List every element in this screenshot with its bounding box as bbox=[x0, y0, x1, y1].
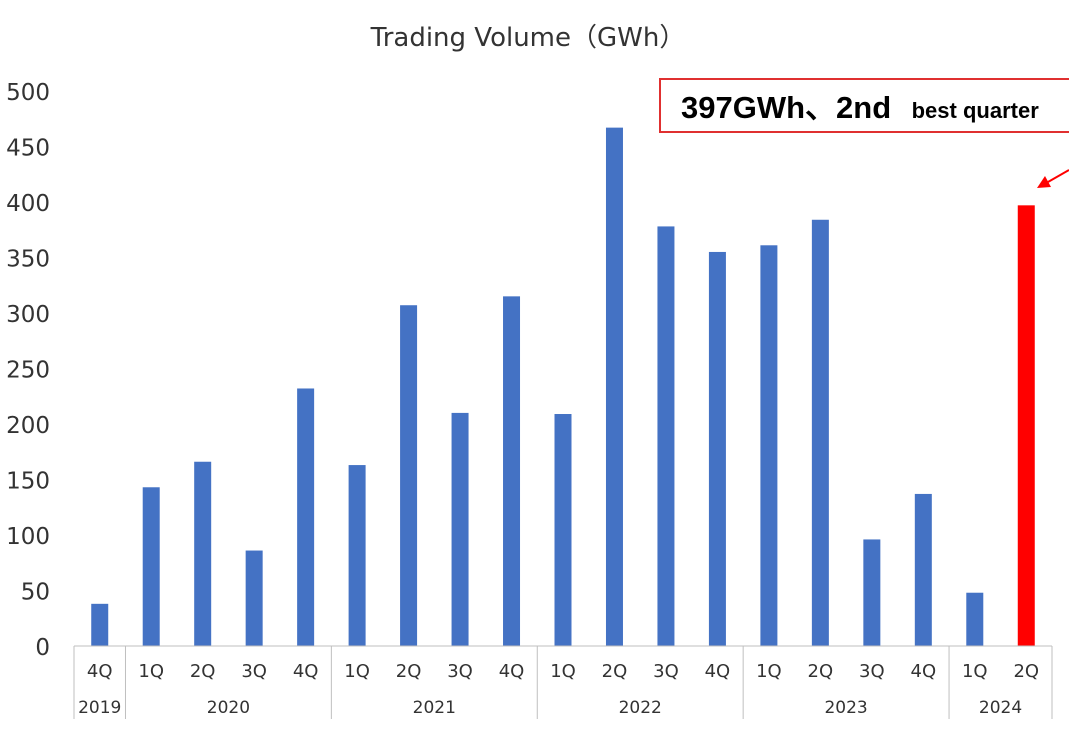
bar bbox=[863, 539, 881, 646]
bar bbox=[605, 127, 623, 646]
bar bbox=[914, 493, 932, 646]
bar bbox=[451, 412, 469, 646]
annotation-arrow-line bbox=[1047, 169, 1069, 183]
annotation-box bbox=[659, 78, 1069, 133]
bar bbox=[554, 414, 572, 646]
x-tick-label: 4Q bbox=[705, 661, 731, 682]
bar bbox=[194, 461, 212, 646]
bar bbox=[348, 465, 366, 646]
x-group-label: 2022 bbox=[619, 698, 662, 718]
bar bbox=[708, 251, 726, 646]
x-group-label: 2024 bbox=[979, 698, 1022, 718]
x-tick-label: 3Q bbox=[653, 661, 679, 682]
annotation-callout: 397GWh、2nd best quarter bbox=[659, 78, 1069, 188]
x-tick-label: 4Q bbox=[911, 661, 937, 682]
x-group-label: 2023 bbox=[824, 698, 867, 718]
x-tick-label: 1Q bbox=[550, 661, 576, 682]
y-tick-label: 100 bbox=[6, 524, 50, 550]
x-tick-label: 1Q bbox=[344, 661, 370, 682]
x-tick-label: 4Q bbox=[293, 661, 319, 682]
x-tick-label: 2Q bbox=[396, 661, 422, 682]
x-tick-label: 1Q bbox=[138, 661, 164, 682]
y-tick-label: 400 bbox=[6, 191, 50, 217]
annotation-small: best quarter bbox=[912, 98, 1040, 123]
x-tick-label: 2Q bbox=[190, 661, 216, 682]
x-tick-label: 2Q bbox=[808, 661, 834, 682]
x-group-label: 2021 bbox=[413, 698, 456, 718]
y-tick-label: 500 bbox=[6, 80, 50, 106]
x-tick-label: 4Q bbox=[499, 661, 525, 682]
annotation-arrow-head bbox=[1037, 176, 1051, 188]
x-group-label: 2019 bbox=[78, 698, 121, 718]
y-tick-label: 350 bbox=[6, 247, 50, 273]
bars bbox=[91, 127, 1035, 647]
y-tick-label: 0 bbox=[35, 635, 50, 661]
x-tick-label: 2Q bbox=[602, 661, 628, 682]
x-group-label: 2020 bbox=[207, 698, 250, 718]
x-tick-label: 1Q bbox=[962, 661, 988, 682]
y-tick-label: 200 bbox=[6, 413, 50, 439]
bar bbox=[966, 592, 984, 646]
annotation-main-text: 397GWh、2nd best quarter bbox=[681, 90, 1039, 125]
x-tick-label: 1Q bbox=[756, 661, 782, 682]
x-tick-label: 3Q bbox=[241, 661, 267, 682]
bar bbox=[1017, 205, 1035, 646]
bar bbox=[245, 550, 263, 646]
y-axis-tick-labels: 0 50 100 150 200 250 300 350 400 450 500 bbox=[6, 80, 50, 661]
x-tick-label: 3Q bbox=[859, 661, 885, 682]
y-tick-label: 450 bbox=[6, 136, 50, 162]
bar bbox=[400, 305, 418, 646]
x-axis: 4Q 1Q 2Q 3Q 4Q 1Q 2Q 3Q 4Q 1Q 2Q 3Q 4Q 1Q 2Q 3Q 4Q 1Q 2Q 20… bbox=[73, 645, 1053, 719]
bar bbox=[503, 296, 521, 646]
bar bbox=[657, 226, 675, 647]
bar bbox=[811, 219, 829, 646]
bar bbox=[297, 388, 315, 646]
bar bbox=[760, 245, 778, 647]
y-tick-label: 50 bbox=[21, 580, 50, 606]
y-tick-label: 300 bbox=[6, 302, 50, 328]
bar bbox=[91, 603, 109, 646]
x-tick-label: 4Q bbox=[87, 661, 113, 682]
x-tick-label: 3Q bbox=[447, 661, 473, 682]
y-tick-label: 250 bbox=[6, 358, 50, 384]
bar bbox=[142, 487, 160, 646]
chart-title: Trading Volume（GWh） bbox=[370, 23, 686, 53]
y-tick-label: 150 bbox=[6, 469, 50, 495]
annotation-main: 397GWh、2nd bbox=[681, 90, 891, 125]
x-tick-label: 2Q bbox=[1013, 661, 1039, 682]
